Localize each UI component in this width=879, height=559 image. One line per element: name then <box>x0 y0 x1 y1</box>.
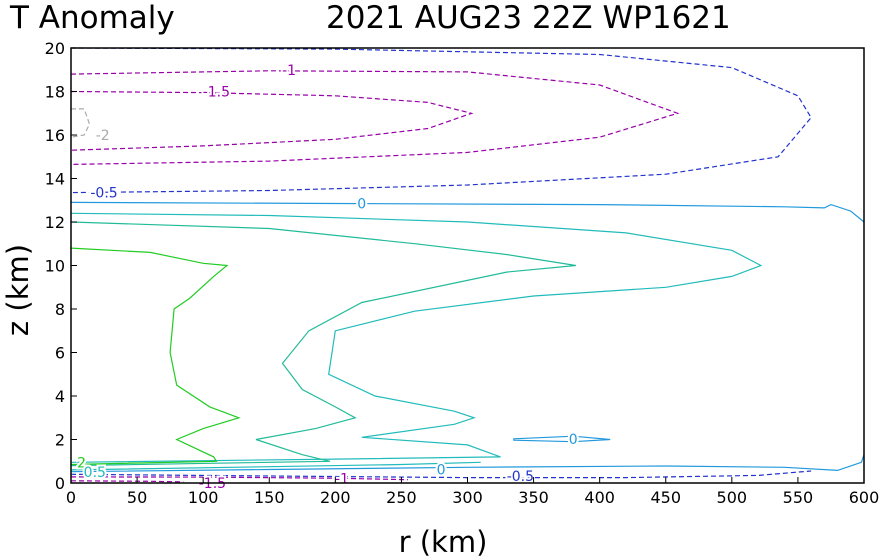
chart-title-left: T Anomaly <box>9 0 175 36</box>
x-tick-label: 500 <box>717 488 748 507</box>
contour-line <box>70 90 474 151</box>
x-tick-label: 550 <box>783 488 814 507</box>
contour-line <box>70 461 481 471</box>
y-tick-label: 16 <box>45 126 65 145</box>
contour-label: -0.5 <box>507 469 534 485</box>
contour-labels: -2 -1.5 -1 -0.5 0 2 0 0 0.5 -0.5 -1 -1.5 <box>75 61 580 494</box>
y-tick-label: 0 <box>55 474 65 493</box>
contour-label: -1.5 <box>199 476 226 492</box>
contour-label: -1.5 <box>203 85 230 101</box>
contour-line <box>70 212 763 463</box>
contour-label: 2 <box>77 455 86 471</box>
contour-label: -1 <box>335 472 349 488</box>
y-tick-label: 4 <box>55 387 65 406</box>
contour-line <box>70 201 865 223</box>
y-tick-label: 6 <box>55 344 65 363</box>
x-tick-label: 350 <box>518 488 549 507</box>
x-tick-label: 150 <box>254 488 285 507</box>
contour-label: 0.5 <box>84 465 106 481</box>
x-axis-label: r (km) <box>399 525 488 559</box>
y-tick-label: 10 <box>45 257 65 276</box>
x-tick-label: 450 <box>650 488 681 507</box>
contour-line <box>70 470 812 479</box>
contour-label: -2 <box>96 128 110 144</box>
x-tick-label: 200 <box>320 488 351 507</box>
contour-line <box>70 108 91 138</box>
y-tick-label: 12 <box>45 213 65 232</box>
plot-frame <box>70 47 865 484</box>
x-tick-label: 250 <box>386 488 417 507</box>
x-tick-label: 600 <box>849 488 879 507</box>
x-tick-label: 0 <box>66 488 76 507</box>
y-axis-label: z (km) <box>1 244 35 336</box>
contour-label: 0 <box>357 197 366 213</box>
x-axis-ticks: 0 50 100 150 200 250 300 350 400 450 500 550 600 <box>66 477 879 507</box>
y-tick-label: 2 <box>55 431 65 450</box>
x-tick-label: 300 <box>452 488 483 507</box>
contour-line <box>513 435 611 443</box>
contour-label: 0 <box>569 432 578 448</box>
contour-line <box>70 247 241 466</box>
x-tick-label: 100 <box>188 488 219 507</box>
chart-title-right: 2021 AUG23 22Z WP1621 <box>326 0 731 36</box>
contour-line <box>70 70 680 165</box>
contour-label: -1 <box>282 63 296 79</box>
contour-line <box>70 454 865 473</box>
y-tick-label: 8 <box>55 300 65 319</box>
contour-lines <box>70 47 865 483</box>
contour-line <box>70 480 184 483</box>
contour-label: 0 <box>437 463 446 479</box>
y-axis-ticks: 0 2 4 6 8 10 12 14 16 18 20 <box>45 39 77 493</box>
contour-label: -0.5 <box>90 186 117 202</box>
contour-line <box>70 47 812 194</box>
x-tick-label: 400 <box>584 488 615 507</box>
contour-line <box>70 476 409 481</box>
contour-line <box>70 221 576 467</box>
y-tick-label: 20 <box>45 39 65 58</box>
y-tick-label: 18 <box>45 83 65 102</box>
y-tick-label: 14 <box>45 170 65 189</box>
x-tick-label: 50 <box>127 488 147 507</box>
